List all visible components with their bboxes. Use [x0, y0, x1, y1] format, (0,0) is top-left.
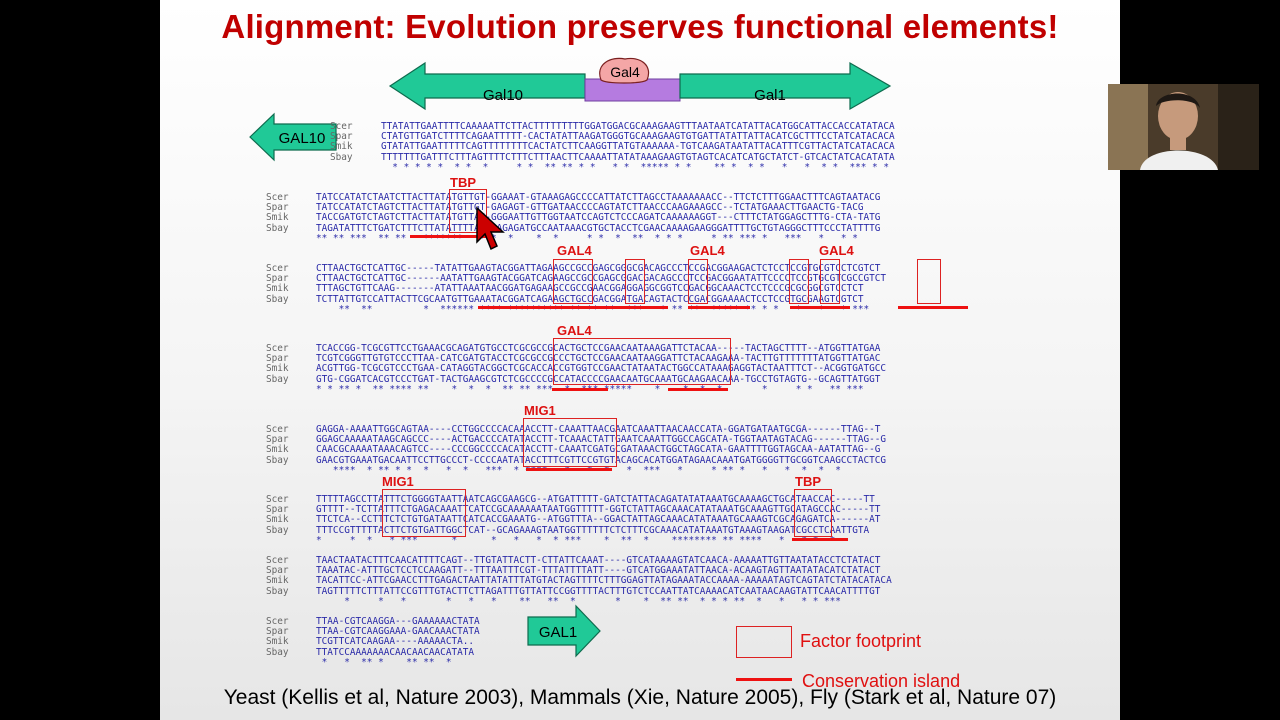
alignment-block: TATCCATATCTAATCTTACTTATATGTTGT-GGAAAT-GT… — [316, 192, 881, 244]
conservation-island — [410, 235, 490, 238]
footprint-box — [449, 189, 487, 233]
conservation-island — [790, 306, 850, 309]
conservation-island — [552, 388, 608, 391]
mouse-cursor-icon — [476, 206, 505, 251]
species-labels: Scer Spar Smik Sbay — [266, 555, 289, 597]
species-labels: Scer Spar Smik Sbay — [266, 616, 289, 658]
footprint-box — [553, 259, 593, 304]
conservation-island — [898, 306, 968, 309]
slide: Alignment: Evolution preserves functiona… — [160, 0, 1120, 720]
slide-title: Alignment: Evolution preserves functiona… — [221, 8, 1059, 45]
gal10-label: Gal10 — [483, 87, 523, 104]
gal4-label: Gal4 — [610, 64, 640, 80]
species-labels: Scer Spar Smik Sbay — [266, 424, 289, 466]
gal1-label: Gal1 — [754, 87, 786, 104]
gal1-arrow-label: GAL1 — [539, 624, 577, 641]
alignment-block: TTATATTGAATTTTCAAAAATTCTTACTTTTTTTTTGGAT… — [381, 121, 895, 173]
alignment-block: CTTAACTGCTCATTGC-----TATATTGAAGTACGGATTA… — [316, 263, 887, 315]
conservation-island — [792, 538, 848, 541]
gal1-arrow — [679, 61, 892, 111]
footprint-label-gal4: GAL4 — [557, 323, 592, 338]
conservation-island — [478, 306, 668, 309]
footprint-label-gal4: GAL4 — [819, 243, 854, 258]
species-labels: Scer Spar Smik Sbay — [266, 192, 289, 234]
footprint-label-gal4: GAL4 — [557, 243, 592, 258]
gene-diagram: Gal10 Gal4 Gal1 — [388, 57, 892, 111]
alignment-block: TCACCGG-TCGCGTTCCTGAAACGCAGATGTGCCTCGCGC… — [316, 343, 887, 395]
footprint-label-mig1: MIG1 — [524, 403, 556, 418]
footprint-label-gal4: GAL4 — [690, 243, 725, 258]
presenter-video-icon — [1108, 84, 1259, 170]
webcam-overlay — [1108, 84, 1259, 170]
conservation-island — [526, 468, 612, 471]
footprint-box — [625, 259, 645, 304]
species-labels: Scer Spar Smik Sbay — [266, 494, 289, 536]
species-labels: Scer Spar Smik Sbay — [330, 121, 353, 163]
gal4-protein — [599, 57, 650, 84]
footprint-label-mig1: MIG1 — [382, 474, 414, 489]
conservation-island — [668, 388, 728, 391]
legend-footprint-swatch — [736, 626, 792, 658]
footprint-box — [917, 259, 941, 304]
gal10-arrow-label: GAL10 — [279, 130, 326, 147]
gal10-left-arrow: GAL10 — [249, 112, 337, 162]
citation: Yeast (Kellis et al, Nature 2003), Mamma… — [223, 686, 1057, 709]
species-labels: Scer Spar Smik Sbay — [266, 343, 289, 385]
footprint-box — [820, 259, 840, 304]
legend-footprint-label: Factor footprint — [800, 631, 922, 651]
legend-island-swatch — [736, 678, 792, 681]
footprint-box — [382, 489, 466, 537]
alignment-block: TTAA-CGTCAAGGA---GAAAAAACTATA TTAA-CGTCA… — [316, 616, 480, 668]
conservation-island — [688, 306, 750, 309]
footprint-box — [794, 489, 832, 537]
legend-island-label: Conservation island — [802, 671, 961, 691]
footprint-box — [688, 259, 708, 304]
alignment-block: TAACTAATACTTTCAACATTTTCAGT--TTGTATTACTT-… — [316, 555, 892, 607]
footprint-label-tbp: TBP — [795, 474, 821, 489]
species-labels: Scer Spar Smik Sbay — [266, 263, 289, 305]
footprint-box — [789, 259, 809, 304]
gal1-right-arrow: GAL1 — [527, 604, 601, 658]
footprint-box — [553, 338, 731, 385]
footprint-box — [523, 418, 617, 467]
footprint-label-tbp: TBP — [450, 175, 476, 190]
